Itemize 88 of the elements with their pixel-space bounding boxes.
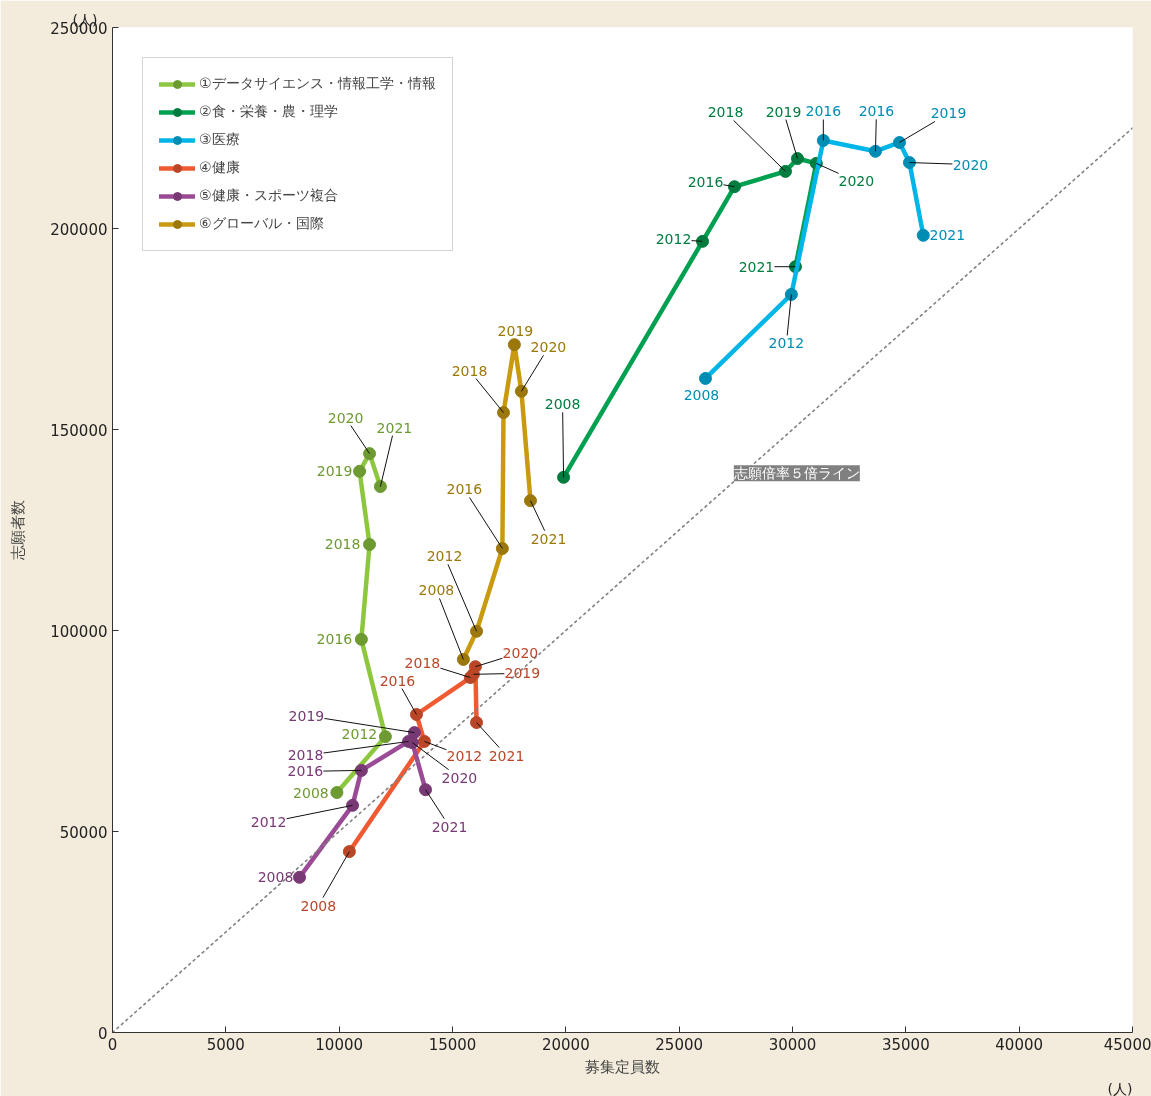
y-axis-title: 志願者数: [9, 500, 28, 560]
annotation: 2016: [316, 631, 353, 648]
point: [353, 464, 367, 478]
annotation: 2020: [502, 644, 539, 661]
point: [373, 480, 387, 494]
y-tick-label: 100000: [50, 622, 108, 641]
annotation: 2012: [250, 814, 287, 831]
annotation: 2018: [451, 362, 488, 379]
legend-label: ②食・栄養・農・理学: [199, 103, 338, 121]
point: [354, 632, 368, 646]
point: [346, 798, 360, 812]
point: [363, 447, 377, 461]
annotation: 2008: [293, 784, 329, 801]
annotation: 2021: [488, 747, 525, 764]
point: [790, 152, 804, 166]
legend-label: ④健康: [199, 159, 240, 177]
annotation: 2012: [426, 548, 463, 565]
x-tick-label: 15000: [428, 1035, 477, 1054]
point: [507, 338, 521, 352]
annotation: 2019: [288, 707, 325, 724]
y-tick-label: 50000: [59, 823, 108, 842]
annotation: 2020: [952, 156, 989, 173]
point: [778, 164, 792, 178]
annotation: 2019: [504, 665, 541, 682]
annotation: 2008: [257, 869, 294, 886]
text: (人): [1107, 1080, 1133, 1096]
annotation: 2021: [376, 419, 413, 436]
annotation: 2019: [316, 463, 353, 480]
annotation: 2012: [341, 725, 378, 742]
annotation: 2008: [300, 897, 337, 914]
annotation: 2016: [446, 481, 483, 498]
y-tick-label: 200000: [50, 220, 108, 239]
legend-label: ⑥グローバル・国際: [199, 215, 324, 233]
annotation: 2019: [930, 105, 967, 122]
annotation: 2020: [530, 339, 567, 356]
x-tick-label: 25000: [655, 1035, 704, 1054]
point: [557, 470, 571, 484]
annotation: 2018: [324, 536, 361, 553]
legend-label: ①データサイエンス・情報工学・情報: [199, 75, 436, 93]
point: [378, 730, 392, 744]
annotation: 2012: [655, 231, 692, 248]
x-tick-label: 10000: [315, 1035, 364, 1054]
x-axis-title: 募集定員数: [585, 1057, 660, 1076]
annotation: 2020: [327, 409, 364, 426]
x-tick-label: 30000: [768, 1035, 817, 1054]
legend-label: ⑤健康・スポーツ複合: [199, 187, 338, 205]
point: [456, 652, 470, 666]
annotation: 2008: [418, 582, 455, 599]
point: [696, 234, 710, 248]
x-tick-label: 45000: [1103, 1035, 1151, 1054]
point: [330, 786, 344, 799]
x-tick-label: 5000: [206, 1035, 245, 1054]
point: [523, 494, 537, 508]
point: [293, 870, 306, 884]
point: [727, 180, 741, 194]
point: [419, 783, 433, 797]
point: [514, 384, 528, 398]
point: [470, 624, 484, 638]
annotation: 2021: [738, 258, 775, 275]
legend-label: ③医療: [199, 131, 240, 149]
annotation: 2019: [765, 103, 802, 120]
annotation: 2016: [805, 103, 842, 120]
x-tick-label: 35000: [881, 1035, 930, 1054]
annotation: 2016: [379, 672, 416, 689]
point: [497, 406, 510, 420]
annotation: 2008: [683, 387, 720, 404]
annotation: 2012: [446, 748, 483, 765]
y-tick-label: 150000: [50, 421, 108, 440]
annotation: 2008: [544, 396, 581, 413]
annotation: 2021: [431, 818, 468, 835]
point: [363, 537, 377, 551]
annotation: 2016: [687, 173, 724, 190]
annotation: 2021: [929, 227, 966, 244]
series-label: 志願倍率５倍ライン: [733, 465, 860, 482]
annotation: 2020: [441, 769, 478, 786]
annotation: 2019: [497, 322, 534, 339]
point: [495, 542, 509, 555]
point: [354, 763, 368, 777]
annotation: 2016: [858, 103, 895, 120]
annotation: 2018: [404, 654, 441, 671]
annotation: 2020: [838, 173, 875, 190]
annotation: 2012: [768, 335, 805, 352]
annotation: 2021: [530, 530, 567, 547]
x-tick-label: 40000: [995, 1035, 1044, 1054]
annotation: 2018: [707, 104, 744, 121]
x-tick-label: 20000: [541, 1035, 590, 1054]
annotation: 2016: [287, 763, 324, 780]
annotation: 2018: [287, 747, 324, 764]
